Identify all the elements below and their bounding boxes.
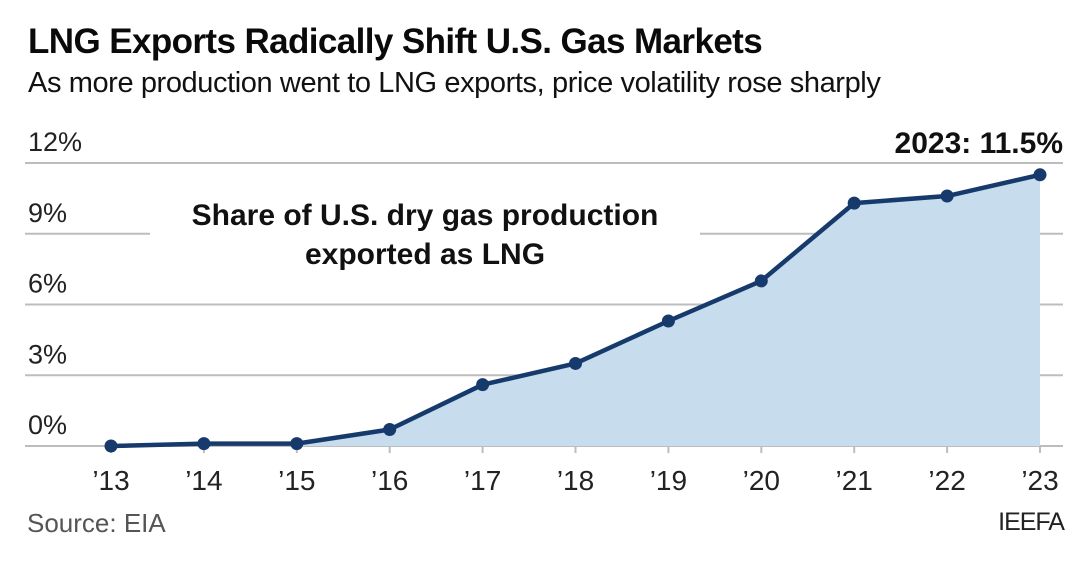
x-tick-label: ’22 bbox=[928, 465, 965, 496]
y-tick-label: 9% bbox=[28, 198, 67, 228]
data-point-15 bbox=[290, 437, 304, 451]
series-label-line1: Share of U.S. dry gas production bbox=[192, 199, 659, 232]
data-point-16 bbox=[383, 422, 397, 436]
x-tick-label: ’16 bbox=[371, 465, 408, 496]
publisher-credit: IEEFA bbox=[998, 508, 1065, 536]
latest-value-callout: 2023: 11.5% bbox=[895, 127, 1063, 160]
y-tick-label: 0% bbox=[28, 410, 67, 440]
data-point-20 bbox=[754, 274, 768, 288]
series-label-line2: exported as LNG bbox=[305, 238, 545, 271]
y-tick-label: 6% bbox=[28, 269, 67, 299]
data-point-19 bbox=[661, 314, 675, 328]
x-tick-label: ’15 bbox=[278, 465, 315, 496]
x-tick-label: ’14 bbox=[185, 465, 222, 496]
data-point-22 bbox=[940, 189, 954, 203]
data-point-17 bbox=[476, 378, 490, 392]
x-tick-label: ’17 bbox=[464, 465, 501, 496]
data-points bbox=[104, 168, 1047, 453]
data-point-21 bbox=[847, 196, 861, 210]
y-axis: 0% 3% 6% 9% 12% bbox=[28, 127, 82, 440]
y-tick-label: 3% bbox=[28, 339, 67, 369]
data-point-18 bbox=[569, 356, 582, 370]
x-tick-label: ’19 bbox=[650, 465, 687, 496]
chart-subtitle: As more production went to LNG exports, … bbox=[28, 67, 881, 99]
y-tick-label: 12% bbox=[28, 127, 82, 157]
x-axis: ’13 ’14 ’15 ’16 ’17 ’18 ’19 ’20 ’21 ’22 ’23 bbox=[92, 446, 1059, 496]
data-point-14 bbox=[197, 437, 211, 451]
x-tick-label: ’20 bbox=[743, 465, 780, 496]
data-point-23 bbox=[1033, 168, 1047, 182]
x-tick-label: ’21 bbox=[836, 465, 873, 496]
x-tick-label: ’13 bbox=[92, 465, 129, 496]
data-point-13 bbox=[104, 439, 118, 453]
x-tick-label: ’23 bbox=[1021, 465, 1058, 496]
chart-title: LNG Exports Radically Shift U.S. Gas Mar… bbox=[28, 22, 763, 61]
x-tick-label: ’18 bbox=[557, 465, 594, 496]
source-note: Source: EIA bbox=[27, 508, 166, 538]
